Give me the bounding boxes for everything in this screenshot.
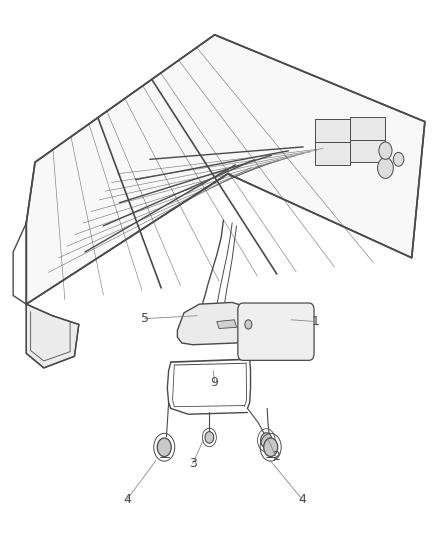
Polygon shape [26,35,425,304]
Text: 4: 4 [298,493,306,506]
Circle shape [378,158,393,179]
Polygon shape [26,304,79,368]
Text: 3: 3 [189,457,197,470]
Bar [315,142,350,165]
Bar [350,139,385,162]
Circle shape [261,433,272,448]
Text: 1: 1 [311,315,319,328]
FancyBboxPatch shape [238,303,314,360]
Circle shape [157,438,171,457]
Bar [350,117,385,140]
Text: 2: 2 [272,450,280,463]
Circle shape [205,432,214,443]
Circle shape [245,320,252,329]
Bar [315,119,350,142]
Polygon shape [217,320,237,328]
Polygon shape [177,302,254,345]
Text: 4: 4 [123,493,131,506]
Circle shape [379,142,392,159]
Circle shape [393,152,404,166]
Text: 9: 9 [211,376,219,389]
Circle shape [264,438,278,457]
Text: 5: 5 [141,312,148,325]
